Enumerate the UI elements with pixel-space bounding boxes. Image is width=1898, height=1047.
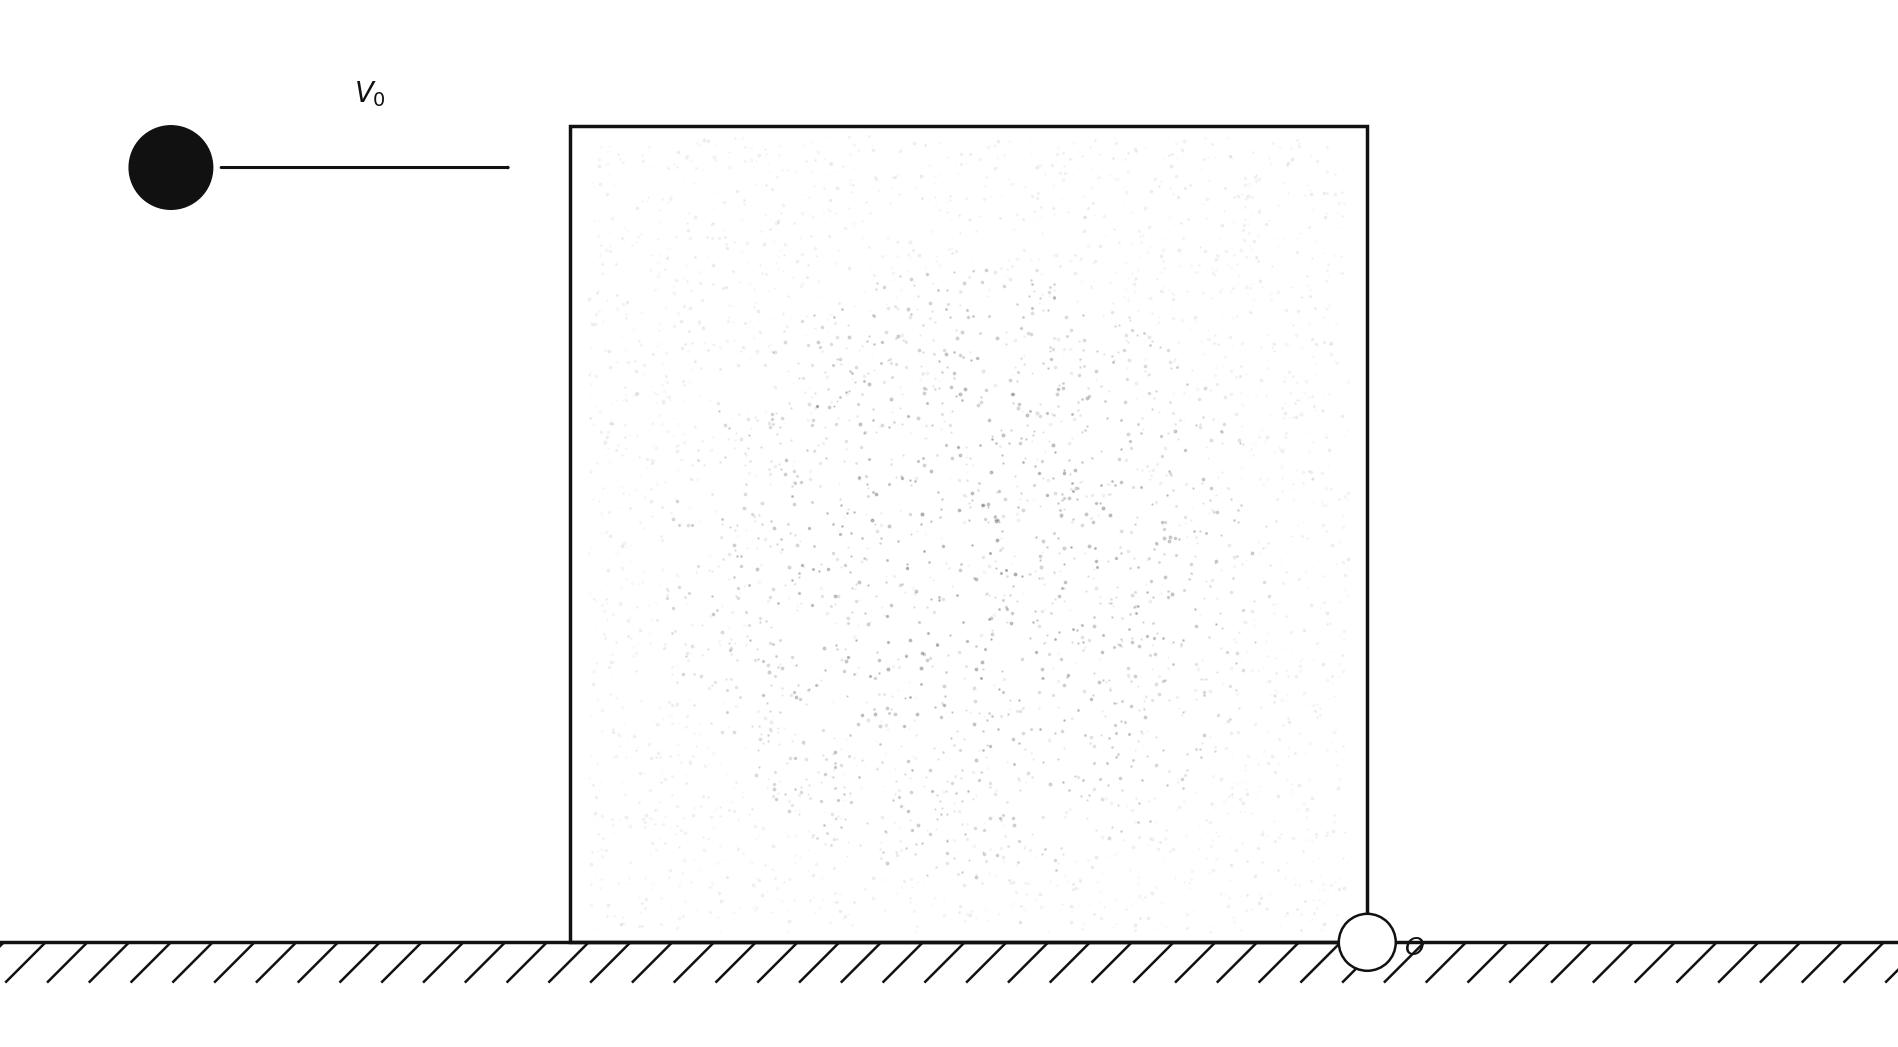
Ellipse shape (129, 126, 213, 209)
Text: $V_0$: $V_0$ (355, 80, 385, 109)
Ellipse shape (1338, 914, 1395, 971)
Bar (569, 126, 1367, 942)
Text: O: O (1405, 936, 1424, 959)
